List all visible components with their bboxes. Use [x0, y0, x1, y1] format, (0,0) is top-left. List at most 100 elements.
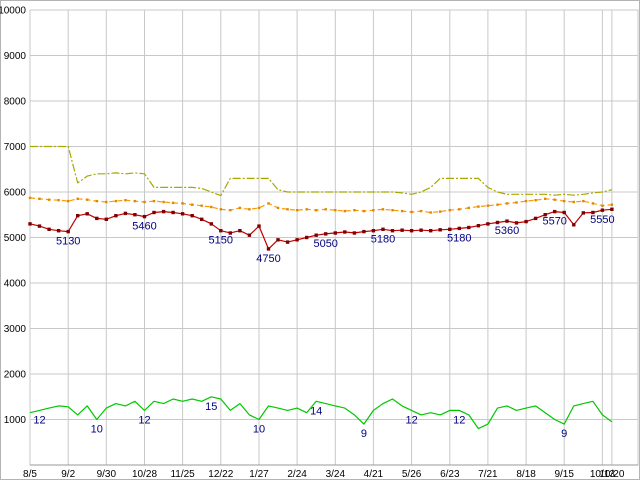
series-weekly-value-marker — [257, 224, 261, 228]
series-weekly-value-marker — [161, 209, 166, 214]
series-weekly-value-marker — [514, 221, 519, 225]
series-band-mid-marker — [47, 198, 51, 201]
data-label: 12 — [405, 414, 417, 426]
series-weekly-value-marker — [448, 227, 452, 231]
series-band-mid-marker — [582, 199, 585, 203]
x-axis-tick-label: 8/5 — [23, 469, 37, 480]
series-band-mid-marker — [505, 202, 509, 205]
series-weekly-value-marker — [476, 224, 481, 228]
series-weekly-value-marker — [123, 211, 128, 216]
series-weekly-value-marker — [533, 216, 538, 221]
series-weekly-value-marker — [419, 228, 423, 232]
series-weekly-value-marker — [600, 208, 605, 212]
y-axis-tick-label: 4000 — [4, 279, 27, 290]
x-axis-tick-label: 2/24 — [287, 469, 307, 480]
series-band-mid-marker — [105, 200, 108, 204]
series-weekly-value-marker — [104, 217, 108, 221]
data-label: 5180 — [371, 233, 395, 245]
series-band-mid-marker — [391, 209, 394, 212]
data-label: 14 — [310, 405, 322, 417]
series-band-mid-marker — [572, 200, 575, 204]
series-band-mid-marker — [381, 208, 385, 211]
series-weekly-value-marker — [324, 232, 328, 236]
y-axis-tick-label: 9000 — [4, 51, 27, 62]
series-band-mid-marker — [38, 197, 41, 200]
series-weekly-value-marker — [180, 212, 185, 216]
series-weekly-value-marker — [47, 227, 51, 231]
series-weekly-value-marker — [238, 229, 242, 233]
y-axis-tick-label: 8000 — [4, 97, 27, 108]
series-weekly-value-marker — [543, 213, 547, 217]
series-weekly-value-marker — [142, 214, 147, 219]
data-label: 15 — [205, 401, 217, 413]
series-band-mid-marker — [238, 206, 242, 210]
series-weekly-value-marker — [429, 229, 433, 233]
data-label: 5570 — [542, 216, 566, 228]
series-band-mid-marker — [601, 204, 604, 207]
data-label: 9 — [561, 428, 567, 440]
series-weekly-value-marker — [28, 222, 32, 226]
y-axis-tick-label: 10000 — [0, 6, 26, 17]
series-band-mid-marker — [305, 208, 308, 211]
series-weekly-value-marker — [486, 222, 490, 226]
series-band-mid-marker — [267, 202, 270, 205]
series-weekly-value-marker — [66, 229, 70, 234]
series-weekly-value-marker — [333, 231, 337, 235]
series-weekly-value-marker — [495, 220, 500, 225]
x-axis-tick-label: 11/25 — [170, 469, 195, 480]
data-label: 5130 — [56, 236, 80, 248]
data-label: 12 — [138, 414, 150, 426]
series-band-mid-marker — [257, 206, 261, 210]
y-axis-tick-label: 3000 — [4, 324, 27, 335]
series-band-mid-marker — [86, 198, 89, 201]
series-weekly-value-marker — [524, 219, 528, 224]
series-band-mid-marker — [467, 206, 470, 210]
series-weekly-value-marker — [562, 210, 566, 215]
data-label: 5460 — [132, 221, 156, 233]
series-band-mid-marker — [324, 208, 327, 211]
series-band-mid-marker — [610, 203, 614, 206]
series-weekly-value-marker — [591, 210, 595, 215]
series-band-mid-marker — [286, 208, 289, 211]
x-axis-tick-label: 6/23 — [440, 469, 460, 480]
series-band-mid-marker — [95, 199, 98, 203]
y-axis-tick-label: 6000 — [4, 188, 27, 199]
series-weekly-value-marker — [152, 210, 156, 215]
series-weekly-value-marker — [457, 226, 461, 231]
series-band-mid-marker — [429, 211, 432, 214]
series-band-mid-marker — [210, 205, 213, 209]
series-band-mid-marker — [553, 198, 556, 201]
data-label: 5050 — [313, 238, 337, 250]
series-band-mid-marker — [353, 209, 356, 212]
x-axis-tick-label: 9/2 — [61, 469, 75, 480]
x-axis-tick-label: 12/22 — [208, 469, 233, 480]
series-band-mid-marker — [162, 200, 165, 204]
x-axis-tick-label: 1/27 — [249, 469, 269, 480]
series-band-mid-marker — [458, 208, 461, 211]
series-weekly-value-marker — [200, 217, 204, 221]
series-weekly-value-marker — [247, 233, 252, 237]
series-weekly-value-marker — [572, 223, 576, 227]
data-label: 10 — [253, 424, 265, 436]
series-weekly-value-marker — [409, 229, 414, 233]
series-band-mid-marker — [591, 202, 595, 205]
series-weekly-value-marker — [400, 228, 404, 232]
series-weekly-value-marker — [343, 230, 347, 234]
y-axis-tick-label: 1000 — [4, 415, 27, 426]
series-band-mid-marker — [171, 201, 175, 205]
y-axis-tick-label: 7000 — [4, 142, 27, 153]
series-weekly-value-marker — [171, 210, 175, 215]
data-label: 5180 — [447, 232, 471, 244]
data-label: 4750 — [256, 253, 280, 265]
series-weekly-value-marker — [362, 229, 366, 234]
series-weekly-value-marker — [352, 231, 357, 235]
series-band-mid-marker — [295, 209, 299, 212]
series-band-mid-marker — [419, 209, 423, 213]
series-band-mid-marker — [57, 199, 60, 202]
series-weekly-value-marker — [56, 229, 61, 233]
data-label: 12 — [33, 414, 45, 426]
series-band-mid-marker — [515, 201, 518, 204]
data-label: 10 — [91, 424, 103, 436]
data-label: 9 — [361, 428, 367, 440]
